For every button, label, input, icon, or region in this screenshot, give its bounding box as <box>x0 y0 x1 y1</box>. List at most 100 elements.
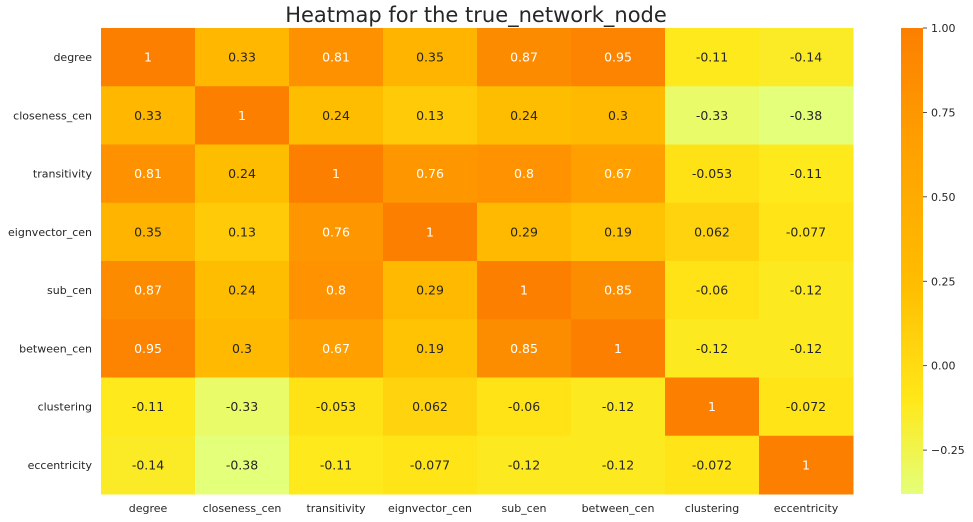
heatmap-cell <box>289 261 384 320</box>
cell-annotation: 0.3 <box>608 108 628 123</box>
heatmap-cell <box>477 319 572 378</box>
heatmap-cell <box>195 144 290 204</box>
cell-annotation: 1 <box>520 283 528 298</box>
y-tick-label: transitivity <box>33 168 93 181</box>
heatmap-cell <box>759 202 854 262</box>
cell-annotation: 0.35 <box>134 224 162 239</box>
chart-title: Heatmap for the true_network_node <box>285 3 667 28</box>
cell-annotation: 0.8 <box>514 166 534 181</box>
y-axis-tick-labels: degree closeness_cen transitivity eignvecto… <box>8 51 92 472</box>
cell-annotation: -0.06 <box>508 399 540 414</box>
cell-annotation: 0.35 <box>416 50 444 65</box>
cell-annotation: 0.8 <box>326 283 346 298</box>
heatmap-cell <box>759 28 854 87</box>
heatmap-cell <box>289 86 384 145</box>
heatmap-cell <box>101 28 196 87</box>
heatmap-cell <box>101 435 196 495</box>
cell-annotation: -0.12 <box>696 341 728 356</box>
heatmap-cell <box>571 144 666 204</box>
heatmap-cell <box>571 86 666 145</box>
heatmap-cell <box>289 377 384 437</box>
heatmap-cell <box>477 28 572 87</box>
heatmap-cell <box>195 202 290 262</box>
cell-annotation: 0.67 <box>322 341 350 356</box>
colorbar-tick-label: 0.50 <box>931 191 956 204</box>
heatmap-cell <box>571 28 666 87</box>
cell-annotation: 0.24 <box>510 108 538 123</box>
y-tick-label: between_cen <box>19 342 92 355</box>
cell-annotation: 0.67 <box>604 166 632 181</box>
heatmap-cell <box>477 202 572 262</box>
cell-annotation: 1 <box>802 457 810 472</box>
cell-annotation: 0.19 <box>604 224 632 239</box>
cell-annotation: -0.14 <box>132 457 164 472</box>
colorbar-tick-label: 0.00 <box>931 360 956 373</box>
heatmap-cell <box>383 261 478 320</box>
heatmap-cell <box>665 261 760 320</box>
cell-annotation: -0.14 <box>790 50 822 65</box>
heatmap-cell <box>571 435 666 495</box>
heatmap-cell <box>289 202 384 262</box>
heatmap-cell <box>759 86 854 145</box>
cell-annotation: -0.077 <box>786 224 826 239</box>
colorbar: 1.00 0.75 0.50 0.25 0.00 −0.25 <box>901 22 965 494</box>
cell-annotation: -0.12 <box>790 341 822 356</box>
heatmap-cell <box>101 202 196 262</box>
cell-annotation: -0.077 <box>410 457 450 472</box>
heatmap-cell <box>665 202 760 262</box>
heatmap-cell <box>665 377 760 437</box>
heatmap-cell <box>195 319 290 378</box>
heatmap-cell <box>665 435 760 495</box>
cell-annotation: 0.13 <box>416 108 444 123</box>
x-tick-label: degree <box>129 502 168 515</box>
x-tick-label: eccentricity <box>774 502 839 515</box>
cell-annotation: -0.06 <box>696 283 728 298</box>
y-tick-label: clustering <box>38 401 92 414</box>
cell-annotation: 0.19 <box>416 341 444 356</box>
y-tick-label: sub_cen <box>47 284 92 297</box>
cell-annotation: -0.12 <box>790 283 822 298</box>
cell-annotation: 1 <box>708 399 716 414</box>
heatmap-cell <box>477 435 572 495</box>
cell-annotation: -0.053 <box>316 399 356 414</box>
heatmap-cell <box>477 377 572 437</box>
heatmap-cell <box>759 261 854 320</box>
cell-annotation: -0.33 <box>226 399 258 414</box>
cell-annotation: 0.81 <box>322 50 350 65</box>
heatmap-cell <box>477 86 572 145</box>
heatmap-cell <box>571 319 666 378</box>
heatmap-cell <box>101 261 196 320</box>
cell-annotation: 0.13 <box>228 224 256 239</box>
x-axis-tick-labels: degree closeness_cen transitivity eignvecto… <box>129 502 839 515</box>
cell-annotation: -0.072 <box>786 399 826 414</box>
x-tick-label: between_cen <box>582 502 655 515</box>
y-tick-label: degree <box>53 51 92 64</box>
cell-annotation: -0.33 <box>696 108 728 123</box>
cell-annotation: -0.072 <box>692 457 732 472</box>
cell-annotation: -0.38 <box>226 457 258 472</box>
heatmap-cell <box>101 377 196 437</box>
heatmap-cell <box>383 435 478 495</box>
cell-annotation: -0.053 <box>692 166 732 181</box>
cell-annotation: 0.24 <box>322 108 350 123</box>
cell-annotation: -0.11 <box>320 457 352 472</box>
x-tick-label: closeness_cen <box>203 502 282 515</box>
heatmap-cell <box>383 28 478 87</box>
cell-annotation: -0.12 <box>602 457 634 472</box>
cell-annotation: 0.062 <box>694 224 730 239</box>
heatmap-cell <box>759 319 854 378</box>
heatmap-cell <box>665 144 760 204</box>
cell-annotation: -0.11 <box>790 166 822 181</box>
heatmap-cell <box>665 86 760 145</box>
heatmap-cell <box>195 86 290 145</box>
x-tick-label: transitivity <box>306 502 366 515</box>
cell-annotation: 0.24 <box>228 166 256 181</box>
colorbar-tick-label: 1.00 <box>931 22 956 35</box>
x-tick-label: eignvector_cen <box>388 502 472 515</box>
cell-annotation: 0.29 <box>416 283 444 298</box>
x-tick-label: sub_cen <box>502 502 547 515</box>
cell-annotation: 0.33 <box>228 50 256 65</box>
y-tick-label: eccentricity <box>28 459 93 472</box>
cell-annotation: 1 <box>332 166 340 181</box>
